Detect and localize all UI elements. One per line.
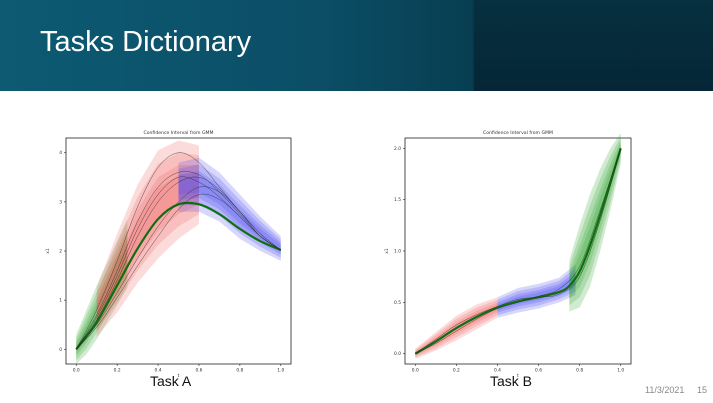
confidence-band-green (76, 236, 128, 357)
x-tick-label: 0.8 (236, 368, 243, 374)
y-tick-label: 0.5 (394, 300, 401, 306)
confidence-band-green (569, 143, 621, 294)
demo-trajectory-line (415, 148, 621, 354)
task-b-chart: Confidence Interval from GMM 0.0 0.2 0.4 0.6… (380, 126, 642, 380)
task-b-chart-svg: Confidence Interval from GMM 0.0 0.2 0.4 0.6… (384, 130, 632, 379)
demo-trajectory-line (76, 176, 281, 350)
x-tick-label: 0.0 (73, 368, 80, 374)
y-tick-label: 1 (59, 298, 62, 304)
task-a-chart: Confidence Interval from GMM 0.0 0.2 0.4 0.6… (42, 126, 302, 380)
slide-title: Tasks Dictionary (40, 26, 252, 58)
slide-date: 11/3/2021 (645, 385, 685, 395)
y-tick-label: 2.0 (394, 146, 401, 152)
caption-task-b: Task B (490, 373, 533, 389)
confidence-band-blue (178, 164, 281, 258)
x-tick-label: 0.2 (114, 368, 121, 374)
chart-title: Confidence Interval from GMM (483, 130, 553, 136)
confidence-band-blue (178, 176, 281, 253)
y-tick-label: 1.0 (394, 249, 401, 255)
chart-title: Confidence Interval from GMM (144, 130, 214, 136)
y-axis-label: x1 (384, 248, 390, 254)
title-banner: Tasks Dictionary (0, 0, 713, 91)
x-tick-label: 0.0 (412, 368, 419, 374)
confidence-band-red (96, 140, 199, 337)
y-tick-label: 0 (59, 347, 62, 353)
confidence-band-green (76, 227, 128, 361)
confidence-band-green (569, 140, 621, 299)
confidence-band-green (76, 219, 128, 364)
confidence-band-blue (497, 268, 576, 316)
y-tick-label: 4 (59, 150, 62, 156)
x-tick-label: 1.0 (277, 368, 284, 374)
banner-dark-panel (474, 0, 713, 91)
mean-trajectory-line (75, 201, 282, 350)
y-axis-label: x1 (45, 248, 51, 254)
confidence-band-blue (497, 264, 576, 318)
x-tick-label: 0.4 (155, 368, 162, 374)
y-tick-label: 3 (59, 199, 62, 205)
task-a-chart-svg: Confidence Interval from GMM 0.0 0.2 0.4 0.6… (45, 130, 292, 379)
confidence-band-red (96, 165, 199, 325)
demo-trajectory-line (415, 148, 621, 354)
confidence-band-blue (178, 171, 281, 255)
demo-trajectory-line (76, 186, 281, 350)
x-tick-label: 0.2 (453, 368, 460, 374)
mean-trajectory-line (414, 147, 622, 355)
demo-trajectory-line (76, 176, 281, 350)
x-axis-label: t (517, 373, 519, 379)
x-axis-label: t (178, 373, 180, 379)
confidence-band-blue (178, 157, 281, 261)
x-tick-label: 0.6 (535, 368, 542, 374)
x-tick-label: 0.8 (576, 368, 583, 374)
confidence-band-green (569, 136, 621, 306)
y-tick-label: 1.5 (394, 197, 401, 203)
x-tick-label: 0.4 (494, 368, 501, 374)
y-tick-label: 0.0 (394, 351, 401, 357)
x-tick-label: 0.6 (195, 368, 202, 374)
y-tick-label: 2 (59, 249, 62, 255)
demo-trajectory-line (76, 171, 281, 350)
slide-number: 15 (697, 385, 708, 395)
caption-task-a: Task A (150, 373, 192, 389)
x-tick-label: 1.0 (617, 368, 624, 374)
confidence-band-red (96, 172, 199, 320)
